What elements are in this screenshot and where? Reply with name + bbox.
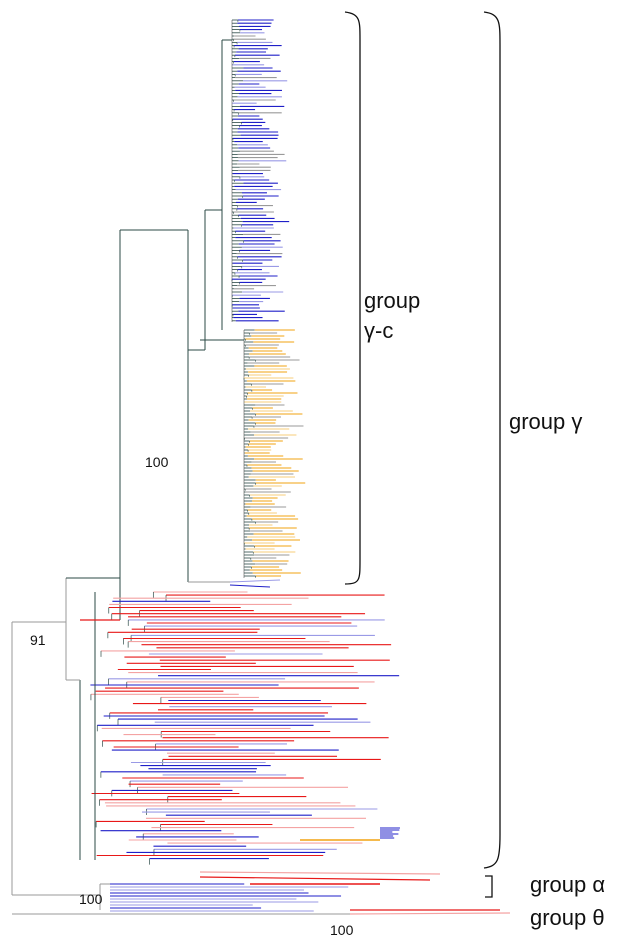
bracket-group-gamma (483, 11, 501, 869)
bracket-group-gamma-c (344, 11, 361, 585)
tree-branch (229, 579, 281, 583)
tree-branch (349, 912, 511, 915)
tree-branch (229, 584, 271, 588)
group-gamma-label: group γ (509, 409, 583, 434)
group-gamma-c-label-line2: γ-c (364, 318, 394, 343)
tree-branch (199, 871, 441, 875)
bootstrap-alpha: 100 (79, 891, 103, 907)
bracket-group-alpha (485, 875, 493, 898)
group-alpha-label: group α (530, 872, 606, 897)
group-gamma-c-label-line1: group (364, 288, 421, 313)
group-theta-label: group θ (530, 905, 605, 930)
bootstrap-gamma-inner: 91 (30, 632, 46, 648)
bootstrap-gamma-c: 100 (145, 454, 169, 470)
tree-branch (199, 876, 431, 881)
bootstrap-theta: 100 (330, 922, 354, 938)
